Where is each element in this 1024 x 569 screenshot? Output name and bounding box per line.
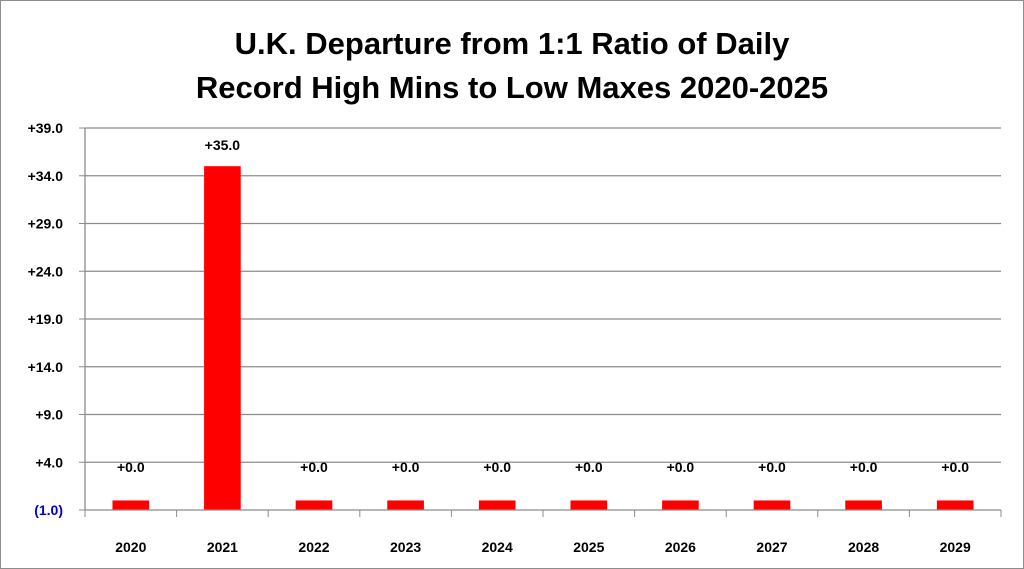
y-tick-label: +39.0 [28,120,64,136]
y-tick-label: +34.0 [28,168,64,184]
x-tick-label-2024: 2024 [482,539,513,555]
data-label-2024: +0.0 [483,459,511,475]
data-label-2028: +0.0 [850,459,878,475]
y-tick-label: +4.0 [35,454,63,470]
bar-2029 [936,500,974,510]
bar-2026 [662,500,699,510]
x-tick-label-2022: 2022 [298,539,329,555]
x-tick-label-2027: 2027 [756,539,787,555]
x-tick-label-2023: 2023 [390,539,421,555]
data-label-2023: +0.0 [392,459,420,475]
y-tick-label: +24.0 [28,263,64,279]
x-tick-label-2021: 2021 [207,539,238,555]
chart-title-line-2: Record High Mins to Low Maxes 2020-2025 [195,70,829,105]
bar-2021 [204,166,241,510]
y-tick-label: +29.0 [28,216,64,232]
data-label-2020: +0.0 [117,459,145,475]
y-tick-label: +9.0 [35,407,63,423]
y-tick-label: +19.0 [28,311,64,327]
x-tick-label-2026: 2026 [665,539,696,555]
x-tick-label-2029: 2029 [940,539,971,555]
data-label-2027: +0.0 [758,459,786,475]
chart-title: U.K. Departure from 1:1 Ratio of Daily R… [0,22,1024,110]
bar-2028 [845,500,882,510]
y-tick-label: +14.0 [28,359,64,375]
bar-2027 [753,500,791,510]
data-label-2026: +0.0 [667,459,695,475]
bar-2023 [387,500,424,510]
bar-2025 [570,500,608,510]
x-tick-label-2020: 2020 [115,539,146,555]
chart-title-line-1: U.K. Departure from 1:1 Ratio of Daily [234,26,790,61]
data-label-2025: +0.0 [575,459,603,475]
bar-2020 [112,500,150,510]
data-label-2021: +35.0 [205,137,241,153]
x-tick-label-2025: 2025 [573,539,604,555]
bar-2022 [295,500,333,510]
x-tick-label-2028: 2028 [848,539,879,555]
data-label-2022: +0.0 [300,459,328,475]
y-tick-label: (1.0) [34,502,63,518]
bar-2024 [478,500,516,510]
data-label-2029: +0.0 [941,459,969,475]
